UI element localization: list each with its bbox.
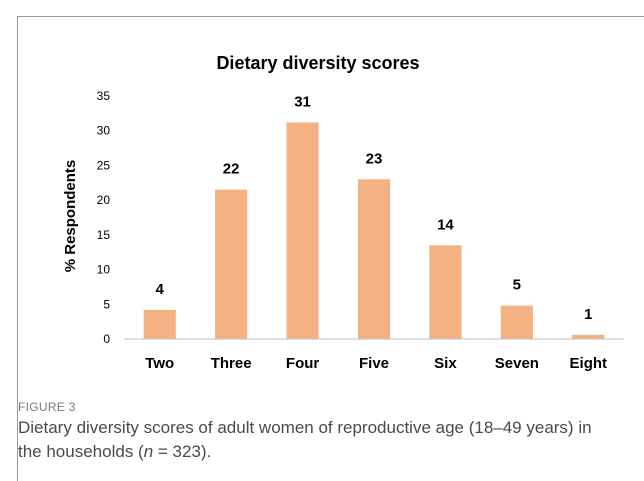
- x-axis-ticks: Two Three Four Five Six Seven Eight: [145, 355, 607, 372]
- y-axis-label: % Respondents: [62, 160, 79, 273]
- y-tick-label: 15: [97, 228, 111, 242]
- x-tick-label: Eight: [570, 355, 608, 372]
- bars: [143, 122, 605, 339]
- bar: [429, 245, 462, 339]
- y-tick-label: 20: [97, 193, 111, 207]
- y-tick-label: 5: [103, 297, 110, 311]
- caption-text: Dietary diversity scores of adult women …: [18, 418, 592, 461]
- y-tick-label: 10: [97, 263, 111, 277]
- y-axis-ticks: 0 5 10 15 20 25 30 35: [97, 89, 111, 346]
- x-tick-label: Six: [434, 355, 457, 372]
- bar: [500, 305, 533, 339]
- figure-caption: Dietary diversity scores of adult women …: [18, 416, 618, 464]
- figure-label: FIGURE 3: [18, 400, 76, 414]
- data-label: 5: [513, 277, 521, 294]
- data-labels: 4 22 31 23 14 5 1: [156, 93, 593, 322]
- bar: [357, 179, 391, 339]
- y-tick-label: 25: [97, 158, 111, 172]
- data-label: 4: [156, 281, 165, 298]
- x-tick-label: Four: [286, 355, 319, 372]
- y-tick-label: 35: [97, 89, 111, 103]
- data-label: 1: [584, 306, 592, 323]
- x-tick-label: Five: [359, 355, 389, 372]
- data-label: 31: [294, 93, 311, 110]
- x-tick-label: Two: [145, 355, 174, 372]
- bar: [143, 309, 176, 339]
- data-label: 23: [366, 150, 383, 167]
- figure-frame: [17, 16, 644, 481]
- chart-title: Dietary diversity scores: [216, 53, 419, 73]
- caption-text-end: = 323).: [153, 442, 212, 461]
- x-tick-label: Seven: [495, 355, 539, 372]
- bar: [286, 122, 319, 339]
- data-label: 22: [223, 161, 240, 178]
- x-tick-label: Three: [211, 355, 252, 372]
- y-tick-label: 0: [103, 332, 110, 346]
- bar: [215, 189, 248, 339]
- y-tick-label: 30: [97, 124, 111, 138]
- caption-n: n: [143, 442, 154, 461]
- bar: [572, 334, 605, 339]
- bar-chart: Dietary diversity scores % Respondents 0…: [62, 53, 624, 372]
- data-label: 14: [437, 216, 454, 233]
